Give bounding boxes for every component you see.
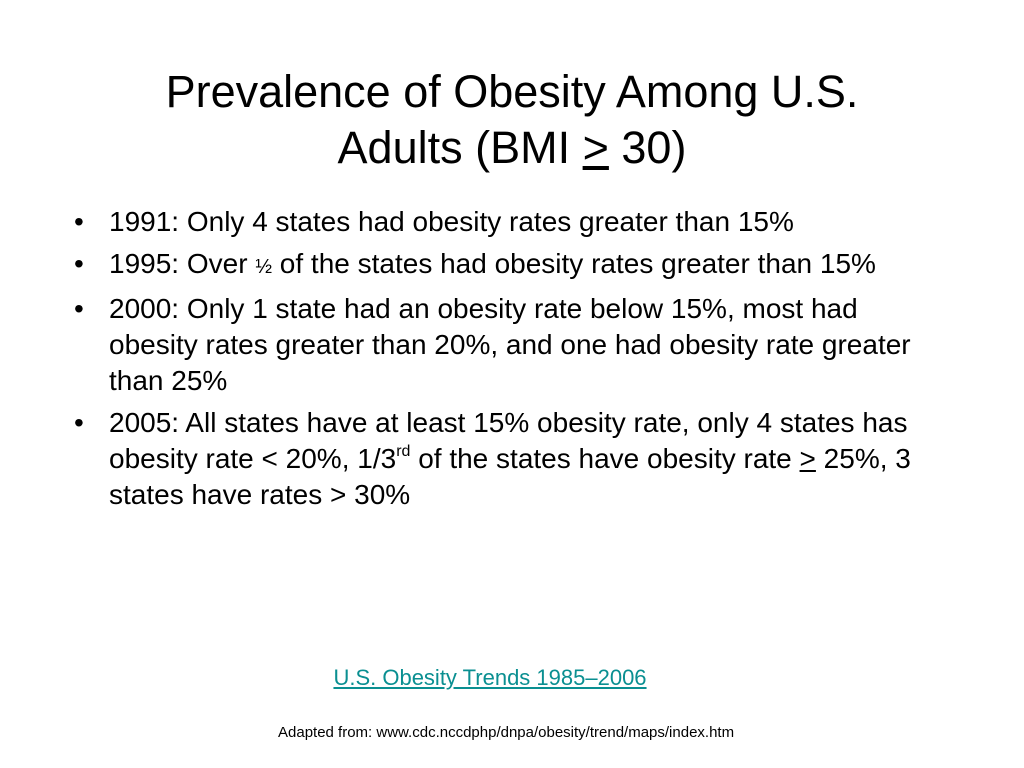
ordinal-superscript: rd xyxy=(396,443,411,460)
bullet-text-1995-prefix: 1995: Over xyxy=(109,248,256,279)
bullet-text-1991: 1991: Only 4 states had obesity rates gr… xyxy=(109,206,794,237)
obesity-trends-link[interactable]: U.S. Obesity Trends 1985–2006 xyxy=(333,665,647,690)
title-line-2-suffix: 30) xyxy=(608,122,687,174)
bullet-text-2005-prefix: 2005: All states have at least 15% obesi… xyxy=(109,407,908,474)
title-line-1: Prevalence of Obesity Among U.S. xyxy=(165,66,859,118)
greater-equal-symbol: > xyxy=(799,443,816,474)
title-line-2-prefix: Adults (BMI xyxy=(337,122,583,174)
greater-equal-symbol: > xyxy=(582,122,609,174)
bullet-item-2000: • 2000: Only 1 state had an obesity rate… xyxy=(74,291,954,399)
bullet-item-2005: • 2005: All states have at least 15% obe… xyxy=(74,405,954,513)
bullet-dot-icon: • xyxy=(74,248,84,279)
bullet-text-2005-middle: of the states have obesity rate xyxy=(410,443,800,474)
bullet-item-1995: • 1995: Over ½ of the states had obesity… xyxy=(74,246,954,285)
bullet-dot-icon: • xyxy=(74,293,84,324)
bullet-text-2005-suffix: 25%, 3 states have rates > 30% xyxy=(109,443,911,510)
bullet-dot-icon: • xyxy=(74,407,84,438)
bullet-dot-icon: • xyxy=(74,206,84,237)
bullet-text-1995-suffix: of the states had obesity rates greater … xyxy=(272,248,876,279)
one-half-symbol: ½ xyxy=(255,256,272,278)
source-citation: Adapted from: www.cdc.nccdphp/dnpa/obesi… xyxy=(278,724,735,741)
bullet-list: • 1991: Only 4 states had obesity rates … xyxy=(74,204,954,519)
title-line-2: Adults (BMI > 30) xyxy=(40,120,984,176)
bullet-item-1991: • 1991: Only 4 states had obesity rates … xyxy=(74,204,954,240)
bullet-text-2000: 2000: Only 1 state had an obesity rate b… xyxy=(109,293,911,396)
slide-title: Prevalence of Obesity Among U.S. Adults … xyxy=(40,64,984,176)
